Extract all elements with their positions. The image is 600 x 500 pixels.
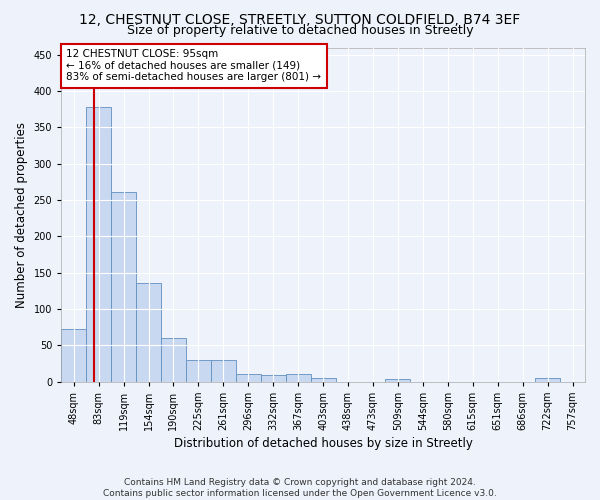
- Y-axis label: Number of detached properties: Number of detached properties: [15, 122, 28, 308]
- X-axis label: Distribution of detached houses by size in Streetly: Distribution of detached houses by size …: [173, 437, 473, 450]
- Text: Size of property relative to detached houses in Streetly: Size of property relative to detached ho…: [127, 24, 473, 37]
- Bar: [535, 378, 560, 382]
- Bar: [186, 360, 211, 382]
- Bar: [385, 378, 410, 382]
- Bar: [236, 374, 261, 382]
- Bar: [61, 329, 86, 382]
- Bar: [161, 338, 186, 382]
- Bar: [136, 283, 161, 382]
- Text: 12, CHESTNUT CLOSE, STREETLY, SUTTON COLDFIELD, B74 3EF: 12, CHESTNUT CLOSE, STREETLY, SUTTON COL…: [79, 12, 521, 26]
- Text: Contains HM Land Registry data © Crown copyright and database right 2024.
Contai: Contains HM Land Registry data © Crown c…: [103, 478, 497, 498]
- Text: 12 CHESTNUT CLOSE: 95sqm
← 16% of detached houses are smaller (149)
83% of semi-: 12 CHESTNUT CLOSE: 95sqm ← 16% of detach…: [67, 49, 322, 82]
- Bar: [311, 378, 335, 382]
- Bar: [86, 107, 111, 382]
- Bar: [261, 375, 286, 382]
- Bar: [211, 360, 236, 382]
- Bar: [286, 374, 311, 382]
- Bar: [111, 192, 136, 382]
